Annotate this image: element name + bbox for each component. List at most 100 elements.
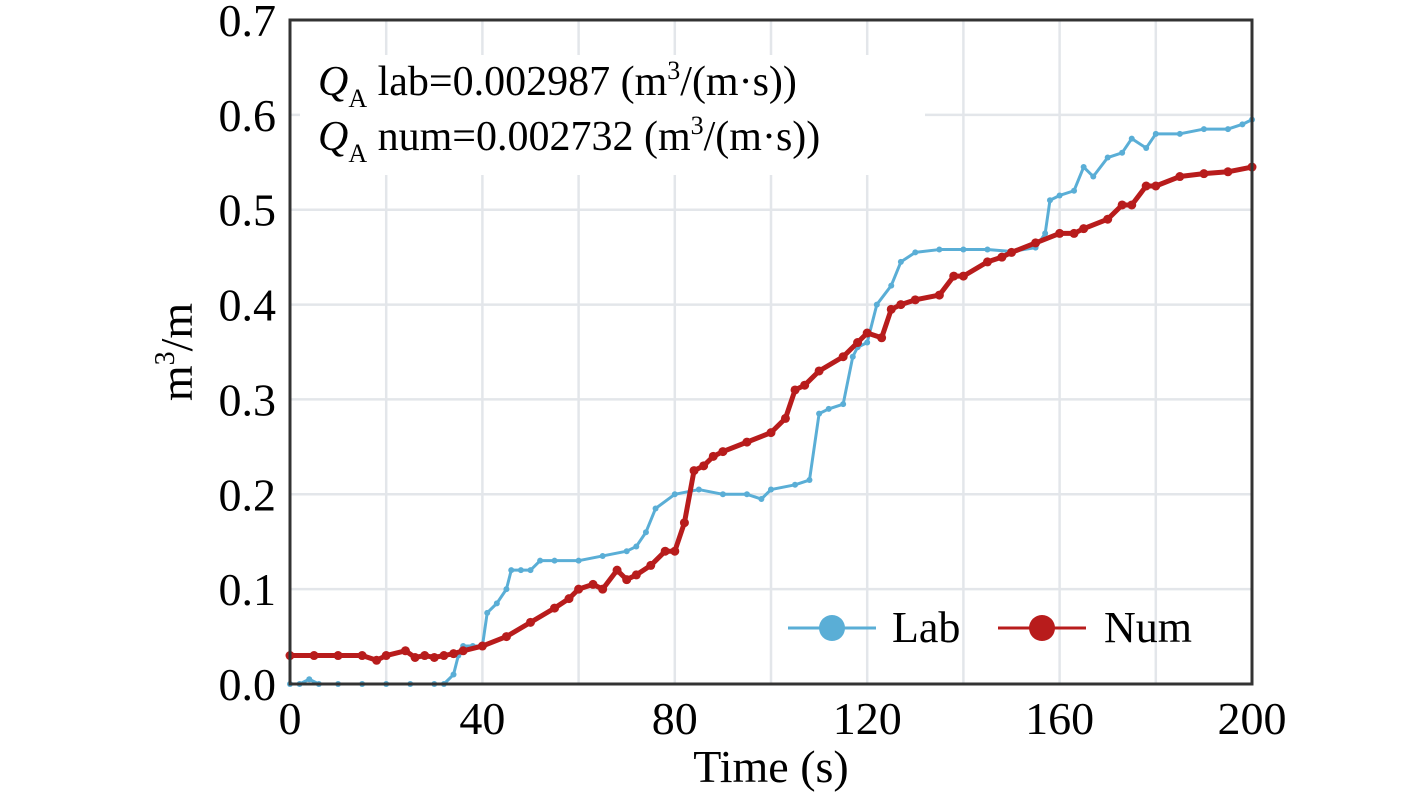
data-point-lab — [503, 586, 510, 593]
y-axis-title: m3/m — [150, 303, 202, 402]
annotation-num-sub: A — [348, 139, 367, 168]
data-point-num — [550, 603, 560, 613]
data-point-num — [838, 352, 848, 362]
data-point-lab — [806, 477, 813, 484]
data-point-num — [564, 594, 574, 604]
data-point-lab — [1176, 130, 1183, 137]
x-tick-label: 0 — [279, 693, 302, 744]
data-point-num — [646, 560, 656, 570]
data-point-lab — [758, 496, 765, 503]
annotation-lab-text: lab=0.002987 (m — [367, 59, 667, 105]
data-point-num — [598, 584, 608, 594]
x-tick-label: 40 — [459, 693, 505, 744]
data-point-lab — [912, 249, 919, 256]
data-point-num — [982, 257, 992, 267]
data-point-lab — [1239, 121, 1246, 128]
data-point-lab — [508, 567, 515, 574]
data-point-num — [660, 546, 670, 556]
data-point-num — [574, 584, 584, 594]
y-tick-label: 0.6 — [219, 90, 277, 141]
data-point-lab — [642, 529, 649, 536]
data-point-num — [708, 451, 718, 461]
data-point-num — [333, 651, 343, 661]
data-point-num — [934, 290, 944, 300]
data-point-lab — [840, 401, 847, 408]
data-point-num — [896, 300, 906, 310]
y-tick-label: 0.0 — [219, 659, 277, 710]
data-point-num — [622, 575, 632, 585]
data-point-lab — [1152, 130, 1159, 137]
data-point-lab — [1056, 192, 1063, 199]
data-point-lab — [743, 491, 750, 498]
data-point-lab — [864, 339, 871, 346]
y-tick-labels: 0.0 0.1 0.2 0.3 0.4 0.5 0.6 0.7 — [219, 0, 277, 710]
data-point-num — [1103, 214, 1113, 224]
data-point-lab — [888, 282, 895, 289]
y-axis-title-tail: /m — [151, 303, 202, 352]
legend-marker-lab — [819, 615, 845, 641]
data-point-num — [429, 652, 439, 662]
data-point-num — [910, 295, 920, 305]
annotation-lab-tail: /(m·s)) — [680, 59, 797, 105]
data-point-lab — [1080, 164, 1087, 171]
data-point-num — [718, 447, 728, 457]
data-point-lab — [1042, 230, 1049, 237]
data-point-num — [1127, 200, 1137, 210]
legend-item-lab: Lab — [788, 603, 960, 652]
y-tick-label: 0.7 — [219, 0, 277, 46]
data-point-num — [420, 651, 430, 661]
annotation-lab-sub: A — [348, 84, 367, 113]
y-axis-title-base: m — [151, 365, 202, 401]
data-point-num — [1151, 181, 1161, 191]
data-point-num — [699, 461, 709, 471]
annotation-background — [300, 55, 925, 175]
annotation-lab-q: Q — [318, 59, 348, 105]
data-point-lab — [493, 600, 500, 607]
data-point-lab — [936, 246, 943, 253]
legend-label-lab: Lab — [892, 603, 960, 652]
y-tick-label: 0.3 — [219, 374, 277, 425]
y-tick-label: 0.5 — [219, 185, 277, 236]
data-point-lab — [1104, 154, 1111, 161]
data-point-num — [631, 570, 641, 580]
legend-label-num: Num — [1104, 603, 1192, 652]
data-point-lab — [897, 258, 904, 265]
data-point-num — [1223, 167, 1233, 177]
data-point-num — [1055, 228, 1065, 238]
y-tick-label: 0.2 — [219, 469, 277, 520]
data-point-lab — [768, 486, 774, 493]
data-point-num — [309, 651, 319, 661]
data-point-lab — [1071, 187, 1078, 194]
x-tick-label: 80 — [652, 693, 698, 744]
y-tick-label: 0.1 — [219, 564, 277, 615]
data-point-num — [800, 380, 810, 390]
data-point-num — [766, 428, 776, 438]
data-point-lab — [984, 246, 991, 253]
data-point-num — [742, 437, 752, 447]
data-point-num — [477, 641, 487, 651]
data-point-num — [853, 338, 863, 348]
data-point-lab — [719, 491, 726, 498]
data-point-num — [958, 271, 968, 281]
data-point-lab — [599, 552, 606, 559]
data-point-num — [1069, 228, 1079, 238]
data-point-num — [526, 617, 535, 627]
data-point-num — [679, 518, 689, 528]
data-point-lab — [306, 676, 313, 683]
data-point-lab — [517, 567, 524, 574]
annotation-num-tail: /(m·s)) — [704, 114, 821, 160]
legend: Lab Num — [788, 603, 1192, 652]
data-point-num — [439, 651, 449, 661]
series-num — [285, 162, 1257, 665]
y-axis-title-sup: 3 — [150, 351, 181, 365]
data-point-lab — [575, 557, 582, 564]
data-point-num — [501, 632, 511, 642]
data-point-lab — [792, 481, 799, 488]
data-point-num — [588, 579, 598, 589]
data-point-num — [400, 646, 410, 656]
data-point-num — [449, 649, 459, 659]
annotation-lab-sup: 3 — [667, 56, 680, 85]
data-point-lab — [695, 486, 702, 493]
data-point-num — [1141, 181, 1151, 191]
data-point-lab — [652, 505, 659, 512]
